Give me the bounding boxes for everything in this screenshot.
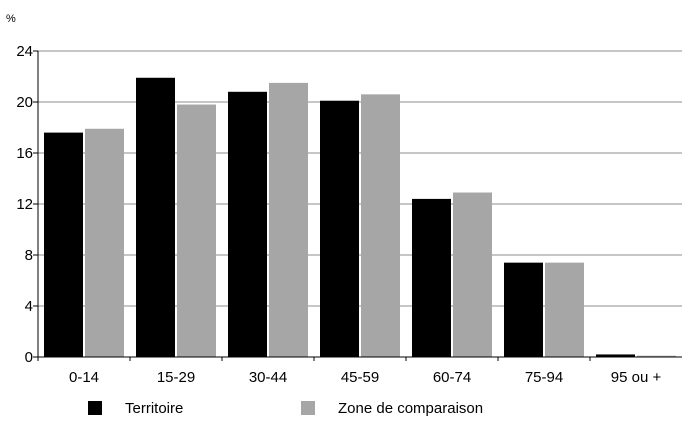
y-axis-unit-label: %	[6, 13, 16, 25]
y-tick-label: 20	[16, 94, 33, 111]
legend: Territoire Zone de comparaison	[88, 400, 483, 417]
x-tick-label: 95 ou +	[611, 369, 662, 386]
bar-territoire	[504, 262, 543, 357]
y-axis-ticks: 0 4 8 12 16 20 24	[16, 43, 38, 366]
y-tick-label: 8	[25, 247, 33, 264]
legend-label-territoire: Territoire	[125, 400, 183, 417]
y-tick-label: 24	[16, 43, 33, 60]
bar-territoire	[136, 77, 175, 358]
y-tick-label: 16	[16, 145, 33, 162]
bar-territoire	[44, 132, 83, 357]
bar-zone-de-comparaison	[637, 355, 676, 357]
legend-swatch-territoire	[88, 401, 102, 415]
bar-territoire	[320, 100, 359, 357]
grid-lines	[38, 50, 682, 307]
bar-zone-de-comparaison	[545, 262, 584, 357]
x-axis-ticks: 0-14 15-29 30-44 45-59 60-74 75-94 95 ou +	[37, 357, 662, 386]
legend-swatch-zone-de-comparaison	[301, 401, 315, 415]
x-tick-label: 45-59	[341, 369, 379, 386]
legend-label-zone-de-comparaison: Zone de comparaison	[338, 400, 483, 417]
x-tick-label: 15-29	[157, 369, 195, 386]
x-tick-label: 60-74	[433, 369, 471, 386]
bar-territoire	[596, 354, 635, 357]
x-tick-label: 0-14	[69, 369, 99, 386]
y-tick-label: 12	[16, 196, 33, 213]
bar-zone-de-comparaison	[269, 82, 308, 357]
x-tick-label: 75-94	[525, 369, 563, 386]
bar-zone-de-comparaison	[361, 94, 400, 357]
y-tick-label: 0	[25, 349, 33, 366]
bar-zone-de-comparaison	[453, 192, 492, 357]
bar-territoire	[228, 91, 267, 358]
bar-zone-de-comparaison	[177, 104, 216, 357]
bars-group	[44, 77, 676, 358]
x-tick-label: 30-44	[249, 369, 287, 386]
y-tick-label: 4	[25, 298, 33, 315]
bar-territoire	[412, 198, 451, 357]
bar-zone-de-comparaison	[85, 128, 124, 357]
